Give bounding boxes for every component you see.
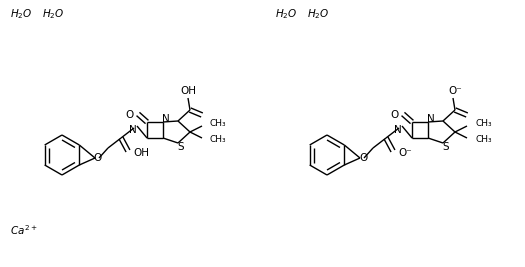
Text: $Ca^{2+}$: $Ca^{2+}$ [10, 223, 37, 237]
Text: O⁻: O⁻ [398, 148, 412, 158]
Text: CH₃: CH₃ [210, 135, 227, 144]
Text: $H_2O$: $H_2O$ [275, 7, 298, 21]
Text: OH: OH [180, 86, 196, 96]
Text: $H_2O$: $H_2O$ [307, 7, 330, 21]
Text: N: N [394, 125, 402, 135]
Text: $H_2O$: $H_2O$ [42, 7, 65, 21]
Text: O: O [94, 153, 102, 163]
Text: S: S [177, 142, 184, 152]
Text: CH₃: CH₃ [210, 120, 227, 128]
Text: OH: OH [133, 148, 149, 158]
Text: CH₃: CH₃ [475, 135, 491, 144]
Text: N: N [162, 114, 170, 124]
Text: O: O [391, 110, 399, 120]
Text: S: S [443, 142, 449, 152]
Text: N: N [129, 125, 137, 135]
Text: O⁻: O⁻ [448, 86, 462, 96]
Text: N: N [427, 114, 435, 124]
Text: CH₃: CH₃ [475, 120, 491, 128]
Text: O: O [359, 153, 367, 163]
Text: $H_2O$: $H_2O$ [10, 7, 33, 21]
Text: O: O [126, 110, 134, 120]
